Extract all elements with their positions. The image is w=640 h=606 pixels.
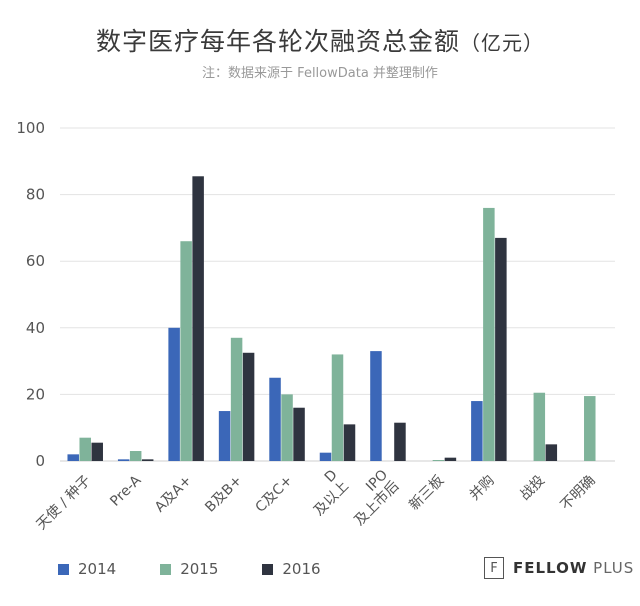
bar-2015-4 (281, 394, 293, 461)
bar-2015-8 (483, 207, 495, 461)
chart-title: 数字医疗每年各轮次融资总金额（亿元） (0, 22, 640, 58)
bar-2014-1 (117, 459, 130, 461)
legend-label-2015: 2015 (180, 560, 219, 578)
x-tick-label-2: A及A+ (152, 473, 195, 516)
y-tick-label-60: 60 (26, 252, 45, 270)
x-tick-label-0: 天使 / 种子 (33, 472, 94, 533)
legend: 2014 2015 2016 (58, 560, 365, 578)
y-tick-label-100: 100 (16, 119, 45, 137)
x-tick-label-9: 战投 (517, 473, 548, 504)
legend-item-2015: 2015 (160, 560, 218, 578)
bar-2014-0 (67, 454, 79, 461)
chart-title-unit: （亿元） (460, 31, 544, 55)
x-tick-label-5: D及以上 (300, 467, 352, 519)
y-tick-label-80: 80 (26, 186, 45, 204)
legend-swatch-2015 (160, 563, 172, 575)
bar-2016-5 (343, 424, 356, 461)
y-tick-label-0: 0 (35, 452, 45, 470)
bar-2015-9 (533, 392, 546, 461)
source-note: 注：数据来源于 FellowData 并整理制作 (202, 66, 438, 81)
bar-2015-0 (79, 437, 91, 461)
fellowplus-icon: F (484, 557, 504, 579)
bar-2015-10 (584, 396, 596, 461)
x-tick-label-8: 并购 (467, 473, 498, 504)
bar-2015-7 (432, 460, 445, 461)
x-tick-label-7: 新三板 (406, 473, 447, 514)
bar-2016-4 (293, 407, 305, 461)
bar-2014-8 (471, 401, 483, 461)
bar-2016-1 (141, 459, 154, 461)
bar-2015-5 (331, 354, 344, 461)
legend-swatch-2014 (58, 563, 69, 575)
legend-item-2014: 2014 (58, 560, 116, 578)
bar-2016-9 (545, 444, 558, 461)
brand-name-bold: FELLOW (513, 559, 588, 577)
x-tick-label-4: C及C+ (253, 473, 296, 516)
legend-item-2016: 2016 (262, 560, 321, 578)
legend-label-2014: 2014 (78, 560, 117, 578)
bar-2016-3 (242, 352, 255, 461)
brand-name: FELLOW PLUS (513, 559, 634, 577)
brand-logo: F FELLOW PLUS (484, 557, 634, 579)
x-tick-label-3: B及B+ (202, 473, 245, 516)
bar-2014-6 (370, 351, 382, 461)
y-tick-label-40: 40 (26, 319, 45, 337)
bar-2016-7 (444, 457, 457, 461)
legend-label-2016: 2016 (282, 560, 321, 578)
bar-2014-5 (319, 452, 332, 461)
brand-name-light: PLUS (593, 559, 635, 577)
x-tick-label-10: 不明确 (558, 473, 599, 514)
bar-2016-2 (192, 176, 204, 461)
bar-2014-2 (168, 327, 180, 461)
bar-2016-8 (495, 237, 507, 461)
bar-2015-1 (129, 451, 142, 461)
bar-2014-3 (218, 411, 231, 461)
legend-swatch-2016 (262, 563, 274, 575)
chart-title-text: 数字医疗每年各轮次融资总金额 (95, 27, 460, 56)
bar-2014-4 (269, 377, 281, 461)
x-tick-label-1: Pre-A (107, 472, 144, 509)
y-tick-label-20: 20 (26, 385, 45, 403)
bar-2015-2 (180, 241, 192, 461)
x-tick-label-6: IPO及上市后 (340, 467, 402, 529)
bar-2016-6 (394, 422, 406, 461)
bar-2015-3 (230, 337, 243, 461)
bar-2016-0 (91, 442, 103, 461)
